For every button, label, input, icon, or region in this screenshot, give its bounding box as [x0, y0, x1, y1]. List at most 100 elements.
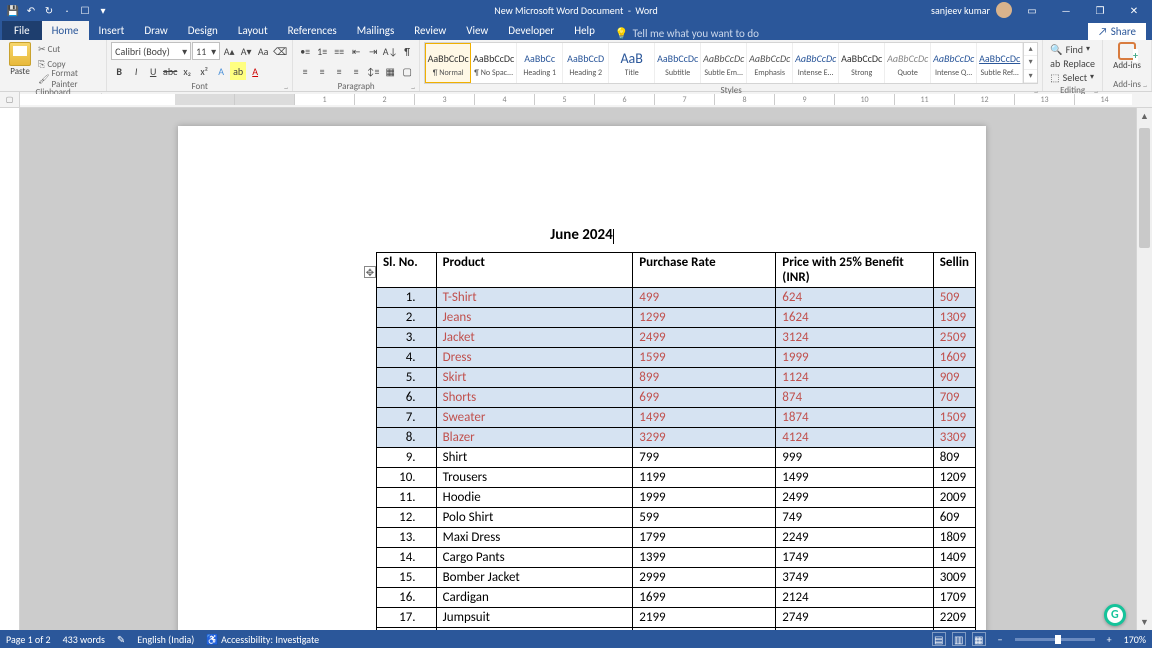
numbering-button[interactable]: 1≡ — [314, 42, 330, 60]
style-subtitle[interactable]: AaBbCcDcSubtitle — [655, 43, 701, 83]
zoom-out-button[interactable]: − — [998, 633, 1003, 646]
maximize-button[interactable]: ❐ — [1086, 0, 1114, 20]
subscript-button[interactable]: x₂ — [179, 62, 195, 80]
table-row[interactable]: 8.Blazer329941243309 — [377, 428, 976, 448]
style-emphasis[interactable]: AaBbCcDcEmphasis — [747, 43, 793, 83]
print-layout-icon[interactable]: ▥ — [952, 632, 966, 646]
zoom-in-button[interactable]: + — [1107, 633, 1112, 646]
table-row[interactable]: 5.Skirt8991124909 — [377, 368, 976, 388]
justify-button[interactable]: ≡ — [348, 62, 364, 80]
status-words[interactable]: 433 words — [63, 633, 105, 646]
status-page[interactable]: Page 1 of 2 — [6, 633, 51, 646]
table-row[interactable]: 11.Hoodie199924992009 — [377, 488, 976, 508]
zoom-slider[interactable] — [1015, 638, 1095, 641]
tab-mailings[interactable]: Mailings — [347, 21, 405, 40]
zoom-level[interactable]: 170% — [1124, 633, 1146, 646]
font-name-select[interactable]: Calibri (Body)▾ — [111, 42, 191, 60]
style-heading-2[interactable]: AaBbCcDHeading 2 — [563, 43, 609, 83]
table-row[interactable]: 17.Jumpsuit219927492209 — [377, 608, 976, 628]
table-header[interactable]: Sellin — [933, 253, 975, 288]
find-button[interactable]: 🔍Find▾ — [1047, 42, 1098, 56]
text-effects-button[interactable]: A — [213, 62, 229, 80]
highlight-button[interactable]: ab — [230, 62, 246, 80]
show-marks-button[interactable]: ¶ — [399, 42, 415, 60]
line-spacing-button[interactable]: ↕≡ — [365, 62, 381, 80]
dedent-button[interactable]: ⇤ — [348, 42, 364, 60]
grammarly-icon[interactable] — [1104, 604, 1126, 626]
close-button[interactable]: ✕ — [1120, 0, 1148, 20]
status-language[interactable]: English (India) — [137, 633, 194, 646]
table-move-handle[interactable]: ✥ — [364, 266, 376, 278]
redo-icon[interactable]: ↻ — [42, 3, 56, 17]
qat-more-icon[interactable]: ▾ — [96, 3, 110, 17]
table-row[interactable]: 16.Cardigan169921241709 — [377, 588, 976, 608]
touch-mode-icon[interactable]: ☐ — [78, 3, 92, 17]
minimize-button[interactable]: — — [1052, 0, 1080, 20]
table-header[interactable]: Purchase Rate — [633, 253, 776, 288]
tab-insert[interactable]: Insert — [89, 21, 135, 40]
change-case-button[interactable]: Aa — [255, 42, 271, 60]
align-right-button[interactable]: ≡ — [331, 62, 347, 80]
table-row[interactable]: 1.T-Shirt499624509 — [377, 288, 976, 308]
bold-button[interactable]: B — [111, 62, 127, 80]
style-strong[interactable]: AaBbCcDcStrong — [839, 43, 885, 83]
format-painter-button[interactable]: 🖌Format Painter — [38, 72, 102, 86]
style-title[interactable]: AaBTitle — [609, 43, 655, 83]
ribbon-options-icon[interactable]: ▭ — [1018, 0, 1046, 20]
scroll-thumb[interactable] — [1139, 128, 1150, 248]
undo-icon[interactable]: ↶ — [24, 3, 38, 17]
styles-gallery[interactable]: AaBbCcDc¶ NormalAaBbCcDc¶ No Spac...AaBb… — [424, 42, 1038, 84]
tab-layout[interactable]: Layout — [228, 21, 278, 40]
style-quote[interactable]: AaBbCcDcQuote — [885, 43, 931, 83]
scroll-down-button[interactable]: ▼ — [1137, 614, 1152, 630]
align-center-button[interactable]: ≡ — [314, 62, 330, 80]
user-name[interactable]: sanjeev kumar — [931, 4, 990, 17]
replace-button[interactable]: abReplace — [1047, 56, 1098, 70]
table-row[interactable]: 12.Polo Shirt599749609 — [377, 508, 976, 528]
tab-review[interactable]: Review — [404, 21, 456, 40]
strike-button[interactable]: abc — [162, 62, 178, 80]
align-left-button[interactable]: ≡ — [297, 62, 313, 80]
share-button[interactable]: ↗ Share — [1088, 23, 1146, 40]
web-layout-icon[interactable]: ▦ — [972, 632, 986, 646]
style-intense-e---[interactable]: AaBbCcDcIntense E... — [793, 43, 839, 83]
user-avatar[interactable] — [996, 2, 1012, 18]
vertical-scrollbar[interactable]: ▲ ▼ — [1136, 108, 1152, 630]
style---normal[interactable]: AaBbCcDc¶ Normal — [425, 43, 471, 83]
horizontal-ruler[interactable]: 1234567891011121314 — [20, 94, 1132, 105]
style-heading-1[interactable]: AaBbCcHeading 1 — [517, 43, 563, 83]
shading-button[interactable]: ▦ — [382, 62, 398, 80]
style---no-spac---[interactable]: AaBbCcDc¶ No Spac... — [471, 43, 517, 83]
tab-draw[interactable]: Draw — [134, 21, 177, 40]
table-row[interactable]: 3.Jacket249931242509 — [377, 328, 976, 348]
data-table[interactable]: Sl. No.ProductPurchase RatePrice with 25… — [376, 252, 976, 630]
table-header[interactable]: Sl. No. — [377, 253, 437, 288]
underline-button[interactable]: U — [145, 62, 161, 80]
style-subtle-em---[interactable]: AaBbCcDcSubtle Em... — [701, 43, 747, 83]
multilevel-button[interactable]: ≡≡ — [331, 42, 347, 60]
italic-button[interactable]: I — [128, 62, 144, 80]
status-accessibility[interactable]: ♿ Accessibility: Investigate — [206, 633, 319, 646]
paste-button[interactable]: Paste — [4, 42, 36, 77]
table-row[interactable]: 6.Shorts699874709 — [377, 388, 976, 408]
indent-button[interactable]: ⇥ — [365, 42, 381, 60]
save-icon[interactable]: 💾 — [6, 3, 20, 17]
status-spellcheck-icon[interactable]: ✎ — [117, 633, 125, 646]
table-row[interactable]: 14.Cargo Pants139917491409 — [377, 548, 976, 568]
shrink-font-button[interactable]: A▾ — [238, 42, 254, 60]
table-row[interactable]: 4.Dress159919991609 — [377, 348, 976, 368]
tab-view[interactable]: View — [456, 21, 498, 40]
tell-me-search[interactable]: 💡 Tell me what you want to do — [615, 27, 759, 40]
cut-button[interactable]: ✂Cut — [38, 42, 102, 56]
vertical-ruler[interactable] — [0, 108, 20, 630]
file-tab[interactable]: File — [2, 21, 42, 40]
font-color-button[interactable]: A — [247, 62, 263, 80]
table-row[interactable]: 15.Bomber Jacket299937493009 — [377, 568, 976, 588]
table-row[interactable]: 9.Shirt799999809 — [377, 448, 976, 468]
sort-button[interactable]: A↓ — [382, 42, 398, 60]
table-header[interactable]: Price with 25% Benefit (INR) — [776, 253, 933, 288]
table-row[interactable]: 10.Trousers119914991209 — [377, 468, 976, 488]
grow-font-button[interactable]: A▴ — [221, 42, 237, 60]
tab-developer[interactable]: Developer — [498, 21, 564, 40]
styles-more-button[interactable]: ▴▾▾ — [1023, 43, 1037, 83]
